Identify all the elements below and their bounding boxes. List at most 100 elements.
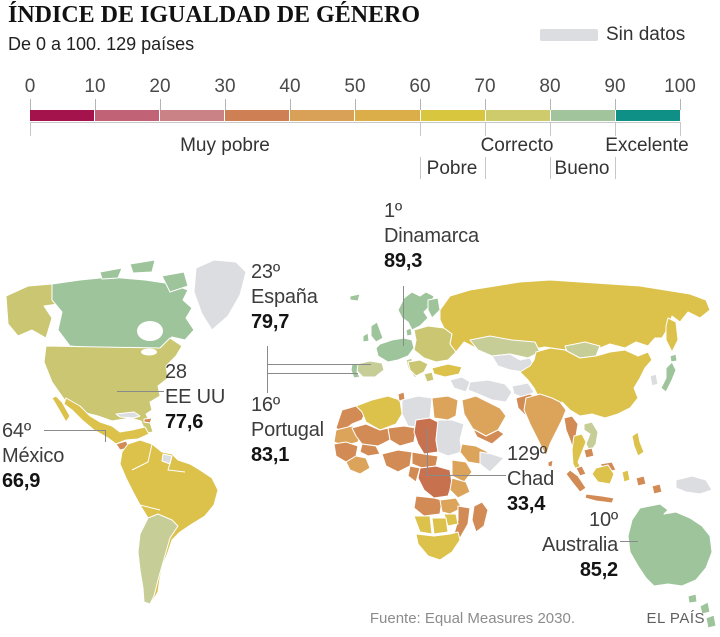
- country-malaysia: [575, 465, 587, 477]
- tick-mark: [30, 99, 31, 110]
- page-title: ÍNDICE DE IGUALDAD DE GÉNERO: [8, 2, 421, 28]
- country-burkina: [359, 443, 381, 457]
- category-pobre: Pobre: [426, 158, 478, 179]
- page-subtitle: De 0 a 100. 129 países: [8, 34, 195, 54]
- annotation-usa: 28 EE UU 77,6: [165, 360, 225, 435]
- country-chad: [413, 417, 439, 455]
- country-mexico: [63, 397, 150, 445]
- country-cambodia: [583, 447, 595, 459]
- country-sri-lanka: [547, 459, 554, 468]
- scale-tick-30: 30: [214, 76, 236, 97]
- country-finland: [427, 297, 441, 319]
- annotation-value: 33,4: [507, 493, 546, 515]
- annotation-portugal: 16º Portugal 83,1: [251, 393, 324, 468]
- region-western-europe: [375, 337, 415, 363]
- country-uk: [370, 321, 384, 343]
- great-lakes: [141, 348, 157, 356]
- scale-stub: [550, 122, 551, 136]
- annotation-value: 89,3: [384, 250, 423, 272]
- region-eastern-europe: [413, 325, 457, 363]
- annotation-value: 77,6: [165, 411, 204, 433]
- scale-tick-50: 50: [344, 76, 366, 97]
- country-tanzania: [449, 477, 471, 499]
- country-philippines: [631, 431, 645, 457]
- category-bueno: Bueno: [554, 158, 610, 179]
- scale-tick-40: 40: [279, 76, 301, 97]
- scale-tick-20: 20: [149, 76, 171, 97]
- annotation-name: México: [2, 445, 65, 467]
- country-alaska: [5, 283, 61, 339]
- scale-stub: [615, 122, 616, 136]
- country-canada-islands: [99, 267, 123, 280]
- tick-mark: [680, 99, 681, 110]
- country-zambia: [439, 497, 463, 515]
- annotation-name: Australia: [541, 534, 618, 556]
- country-algeria: [355, 395, 403, 431]
- leader-denmark: [403, 286, 404, 346]
- scale-tick-10: 10: [84, 76, 106, 97]
- category-correcto: Correcto: [480, 135, 554, 156]
- region-scandinavia: [397, 291, 435, 331]
- annotation-rank: 28: [165, 361, 187, 383]
- country-spain: [356, 360, 385, 378]
- scale-segment-0-10: [30, 110, 95, 121]
- country-india: [523, 393, 567, 457]
- publisher-credit: EL PAÍS: [646, 610, 705, 627]
- region-iraq-syria: [449, 376, 471, 393]
- country-greece: [423, 371, 435, 383]
- country-dr-congo: [417, 465, 453, 499]
- world-map: [5, 259, 717, 629]
- leader-spain-portugal-v: [267, 346, 268, 393]
- leader-chad-h: [427, 475, 506, 476]
- scale-stub: [680, 122, 681, 136]
- tick-mark: [615, 99, 616, 110]
- annotation-rank: 23º: [251, 261, 280, 283]
- scale-stub: [550, 157, 551, 179]
- annotation-value: 83,1: [251, 444, 290, 466]
- annotation-name: Dinamarca: [384, 225, 479, 247]
- scale-segment-10-20: [95, 110, 160, 121]
- scale-segment-50-60: [355, 110, 420, 121]
- island-sulawesi: [621, 469, 631, 483]
- island-tasmania: [687, 593, 698, 604]
- annotation-name: EE UU: [165, 386, 226, 408]
- island-hokkaido: [669, 353, 678, 363]
- country-iran: [467, 379, 513, 403]
- country-thailand: [571, 433, 587, 475]
- scale-segment-60-70: [420, 110, 485, 121]
- region-balkans: [407, 359, 429, 377]
- island-new-guinea: [675, 475, 713, 495]
- country-argentina-chile: [137, 513, 179, 605]
- annotation-chad: 129º Chad 33,4: [507, 442, 554, 517]
- no-data-label: Sin datos: [606, 24, 686, 45]
- country-ireland: [362, 332, 370, 343]
- island-borneo: [591, 464, 615, 485]
- tick-mark: [355, 99, 356, 110]
- leader-portugal-h: [267, 373, 358, 374]
- region-gabon-congo: [407, 465, 421, 483]
- scale-tick-100: 100: [664, 76, 696, 97]
- annotation-denmark: 1º Dinamarca 89,3: [384, 199, 479, 274]
- tick-mark: [160, 99, 161, 110]
- annotation-value: 66,9: [2, 470, 41, 492]
- annotation-rank: 16º: [251, 394, 280, 416]
- category-muy-pobre: Muy pobre: [180, 135, 270, 156]
- scale-stub: [485, 122, 486, 136]
- country-saudi-arabia: [461, 395, 507, 437]
- country-australia: [627, 503, 713, 587]
- source-credit: Fuente: Equal Measures 2030.: [369, 610, 575, 627]
- annotation-value: 79,7: [251, 311, 290, 333]
- region-kenya-uganda: [451, 459, 473, 483]
- annotation-name: España: [251, 286, 318, 308]
- country-botswana: [431, 517, 449, 535]
- scale-segment-90-100: [615, 110, 680, 121]
- annotation-name: Chad: [507, 468, 555, 490]
- tick-mark: [420, 99, 421, 110]
- country-hispaniola: [143, 417, 153, 424]
- scale-stub: [485, 157, 486, 179]
- country-sudan: [435, 419, 465, 457]
- scale-segment-40-50: [290, 110, 355, 121]
- annotation-mexico: 64º México 66,9: [2, 419, 64, 494]
- country-egypt: [431, 395, 459, 421]
